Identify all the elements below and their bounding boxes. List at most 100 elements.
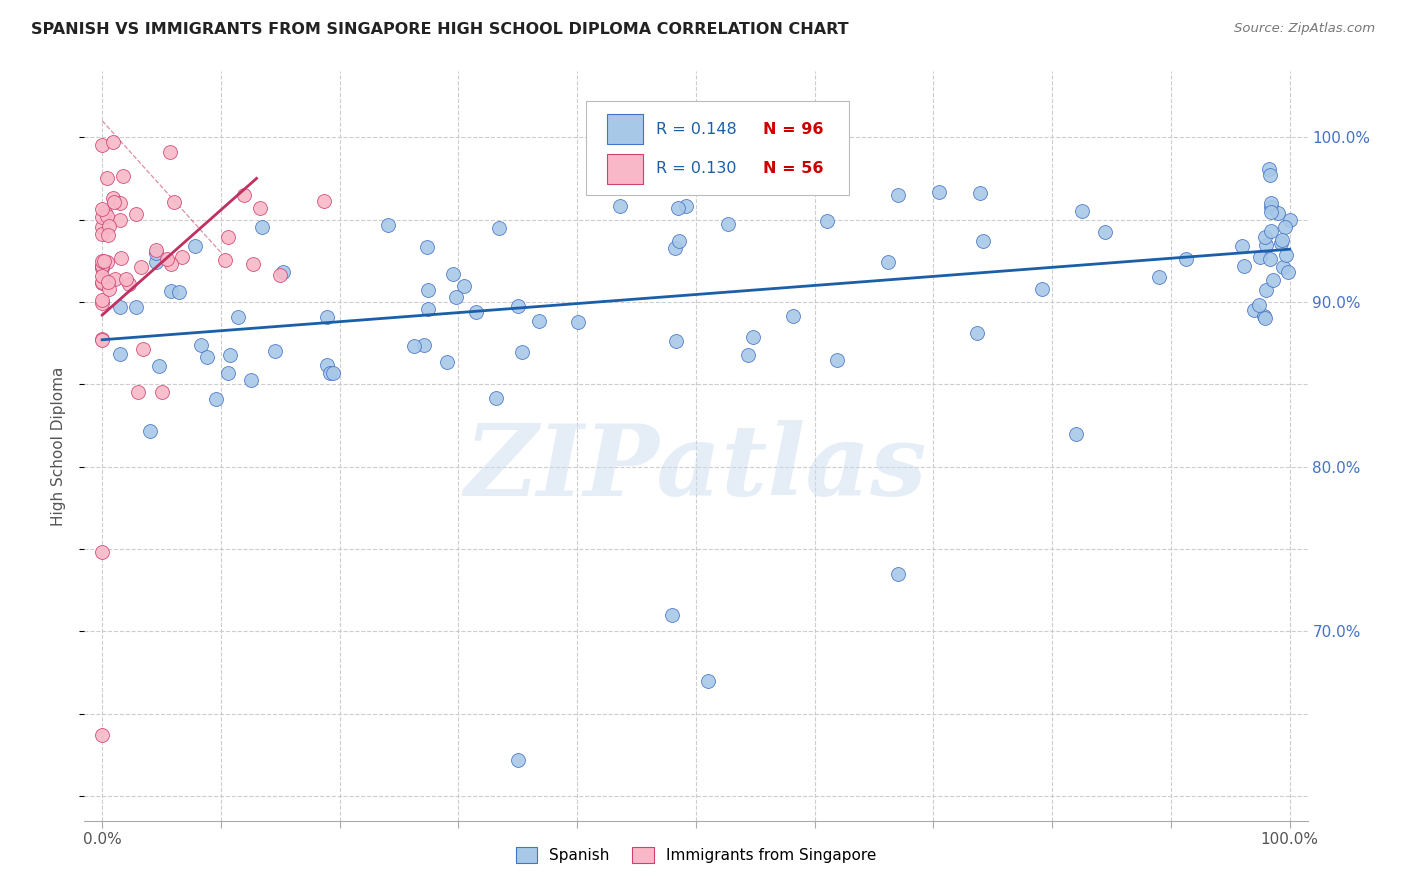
Point (1258, 162, 1281, 177)
Point (453, 279, 475, 293)
Point (969, 186, 991, 200)
Point (91, 261, 114, 276)
Point (184, 239, 207, 253)
Point (112, 169, 135, 183)
Point (322, 366, 344, 380)
Point (217, 229, 239, 244)
Point (148, 359, 170, 373)
Point (91, 202, 114, 216)
Point (103, 191, 125, 205)
Text: N = 96: N = 96 (763, 121, 824, 136)
Point (315, 358, 337, 372)
Point (93, 254, 115, 268)
Point (145, 255, 167, 269)
Point (115, 272, 138, 286)
Point (96, 255, 118, 269)
Point (232, 187, 254, 202)
Point (167, 285, 190, 299)
Point (412, 338, 434, 352)
Point (91, 259, 114, 273)
Point (742, 329, 765, 343)
Point (1253, 310, 1275, 324)
Point (108, 300, 131, 314)
Point (110, 213, 132, 227)
Point (118, 277, 141, 292)
Point (661, 607, 683, 622)
Point (510, 345, 533, 359)
Point (91, 137, 114, 152)
Point (91, 332, 114, 346)
Point (527, 314, 550, 328)
Point (91, 254, 114, 268)
Point (145, 243, 167, 257)
Point (91, 259, 114, 273)
Point (242, 257, 264, 271)
Text: Source: ZipAtlas.com: Source: ZipAtlas.com (1234, 22, 1375, 36)
Point (91, 275, 114, 289)
Point (972, 234, 994, 248)
Point (1260, 200, 1282, 214)
Point (1230, 238, 1253, 252)
Point (665, 334, 688, 348)
Point (125, 206, 148, 220)
Point (877, 255, 900, 269)
Point (609, 199, 631, 213)
Bar (606, 114, 644, 144)
Point (404, 339, 426, 353)
Point (170, 250, 193, 264)
Point (1064, 426, 1087, 441)
Point (315, 310, 337, 324)
Point (1260, 196, 1282, 211)
Y-axis label: High School Diploma: High School Diploma (51, 367, 66, 525)
Point (675, 199, 697, 213)
Point (1278, 212, 1301, 227)
Point (1254, 238, 1277, 252)
Point (103, 195, 125, 210)
Point (506, 753, 529, 767)
Point (887, 566, 910, 581)
Point (91, 269, 114, 284)
Point (96, 209, 118, 223)
Point (97, 219, 120, 234)
Point (1175, 252, 1198, 267)
Point (156, 252, 179, 267)
Point (1270, 236, 1292, 251)
Point (91, 219, 114, 234)
Point (1254, 311, 1277, 326)
Point (1261, 273, 1284, 287)
Point (418, 283, 440, 297)
Point (1267, 205, 1289, 219)
Point (1147, 269, 1170, 284)
Point (1274, 248, 1296, 262)
Point (240, 373, 263, 387)
Point (91, 545, 114, 559)
Point (1277, 265, 1299, 279)
Point (717, 217, 740, 231)
Point (1258, 252, 1281, 267)
Point (446, 290, 468, 304)
Point (1094, 225, 1116, 239)
Text: ZIPatlas: ZIPatlas (465, 420, 927, 516)
Point (485, 392, 508, 406)
Text: N = 56: N = 56 (763, 161, 824, 177)
Point (567, 316, 589, 330)
Point (127, 385, 149, 400)
Point (887, 187, 910, 202)
Point (249, 201, 271, 215)
Point (150, 385, 173, 400)
Point (666, 201, 689, 215)
Point (91, 334, 114, 348)
Point (129, 260, 152, 274)
Point (696, 673, 718, 688)
Point (94, 205, 117, 219)
Point (825, 352, 848, 367)
Point (250, 219, 273, 234)
Point (91, 210, 114, 224)
Point (1031, 282, 1053, 296)
Point (436, 354, 458, 368)
Point (163, 195, 186, 210)
Point (139, 425, 162, 439)
Point (815, 214, 838, 228)
Text: R = 0.130: R = 0.130 (655, 161, 737, 177)
Text: R = 0.148: R = 0.148 (655, 121, 737, 136)
